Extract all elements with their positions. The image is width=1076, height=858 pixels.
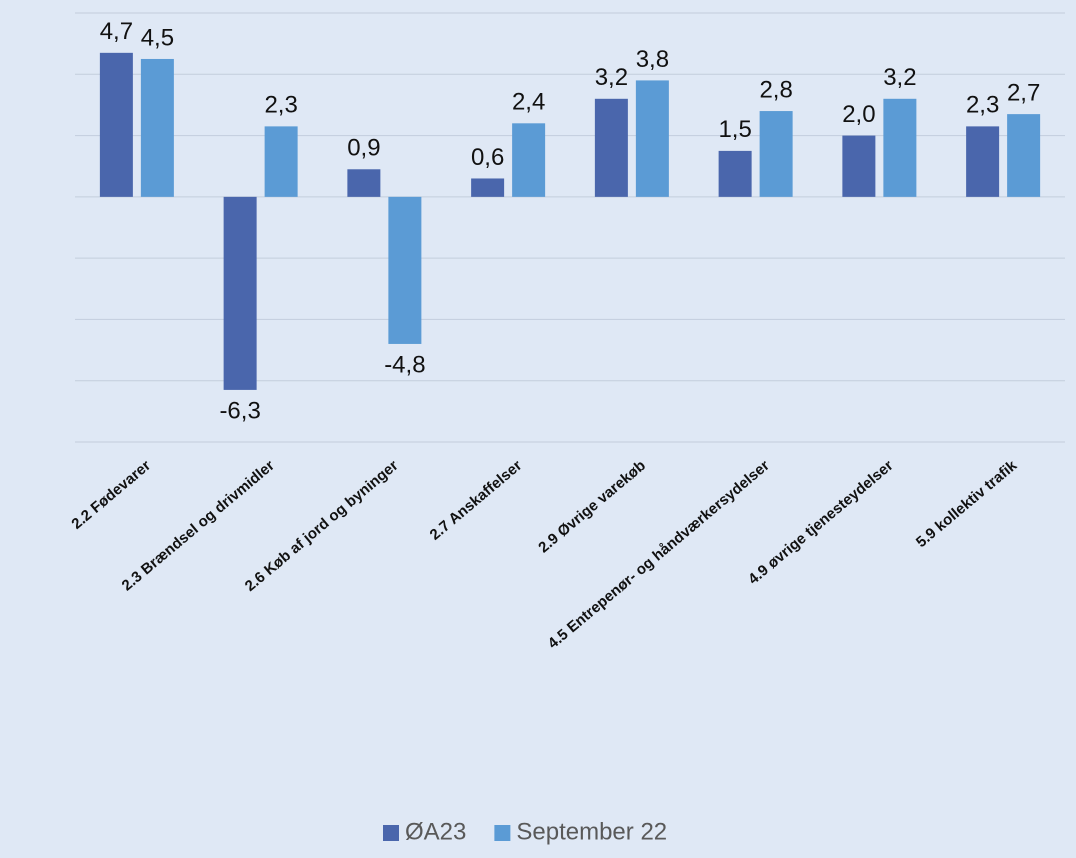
legend-swatch: [494, 825, 511, 841]
data-label: 3,2: [883, 64, 916, 91]
legend-label: September 22: [516, 818, 667, 845]
bar: [883, 98, 917, 197]
bar: [140, 58, 174, 197]
x-tick-label: 5.9 kollektiv trafik: [913, 457, 1021, 551]
bar: [842, 135, 876, 197]
bar: [759, 111, 793, 197]
bar: [512, 123, 546, 197]
data-label: 2,8: [759, 76, 792, 103]
data-label: 2,3: [264, 92, 297, 119]
bar: [718, 150, 752, 197]
data-label: -4,8: [384, 351, 425, 378]
data-label: 1,5: [718, 116, 751, 143]
data-label: 2,0: [842, 101, 875, 128]
x-tick-label: 4.5 Entrepenør- og håndværkersydelser: [545, 457, 773, 652]
data-label: 2,7: [1007, 79, 1040, 106]
data-label: 3,8: [636, 46, 669, 73]
data-label: 4,5: [141, 24, 174, 51]
data-label: 0,6: [471, 144, 504, 171]
data-label: 3,2: [595, 64, 628, 91]
bar: [471, 178, 505, 197]
data-label: 2,3: [966, 92, 999, 119]
x-tick-label: 2.9 Øvrige varekøb: [535, 457, 649, 556]
data-label: 0,9: [347, 135, 380, 162]
bar: [347, 169, 381, 197]
data-label: -6,3: [219, 397, 260, 424]
bar: [966, 126, 1000, 197]
bar: [223, 196, 257, 390]
bar: [99, 52, 133, 197]
x-tick-label: 4.9 øvrige tjenesteydelser: [745, 457, 897, 588]
legend-swatch: [383, 825, 399, 841]
bar: [594, 98, 628, 197]
legend-label: ØA23: [405, 818, 466, 845]
bar: [388, 196, 422, 344]
bar: [635, 80, 669, 197]
x-tick-label: 2.7 Anskaffelser: [427, 457, 526, 544]
x-tick-label: 2.2 Fødevarer: [68, 457, 154, 533]
data-label: 2,4: [512, 89, 545, 116]
bar: [1007, 114, 1041, 197]
data-label: 4,7: [100, 18, 133, 45]
bar: [264, 126, 298, 197]
